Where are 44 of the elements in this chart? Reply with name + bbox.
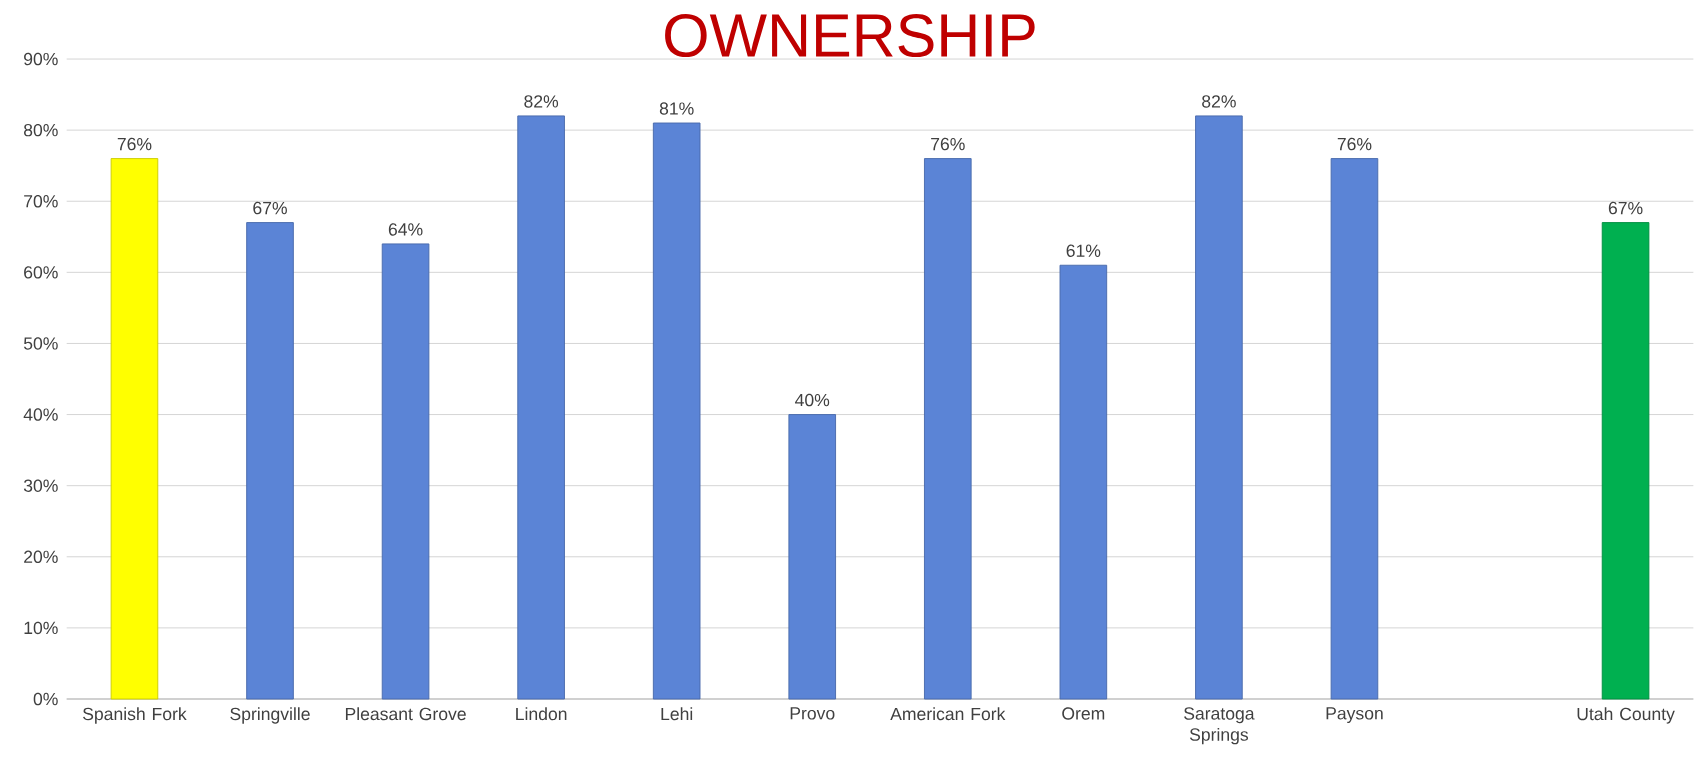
data-label: 40%: [795, 393, 830, 407]
data-label: 82%: [524, 95, 559, 108]
data-label: 82%: [1202, 95, 1236, 108]
bar: [788, 414, 837, 700]
y-tick-label: 10%: [24, 621, 58, 635]
bar: [517, 115, 565, 700]
data-label: 76%: [931, 137, 965, 151]
y-tick-label: 0%: [33, 692, 58, 706]
x-tick-label: Lehi: [661, 707, 693, 721]
bar: [246, 222, 294, 700]
y-tick-label: 20%: [24, 550, 58, 564]
y-tick-label: 30%: [23, 479, 58, 492]
data-label: 61%: [1066, 244, 1101, 257]
bar: [652, 122, 701, 700]
bar: [381, 243, 430, 700]
y-tick-label: 80%: [24, 123, 58, 137]
bar: [923, 158, 972, 700]
y-tick-label: 90%: [24, 52, 58, 66]
x-tick-label: Pleasant Grove: [345, 707, 466, 721]
y-tick-label: 60%: [24, 266, 58, 279]
bar: [1195, 115, 1243, 700]
bar: [110, 158, 159, 700]
data-label: 81%: [659, 102, 694, 115]
x-tick-label: American Fork: [890, 707, 1006, 721]
bar: [1330, 158, 1379, 700]
chart-title: OWNERSHIP: [665, 13, 1035, 58]
x-tick-label: Springville: [230, 707, 310, 724]
data-label: 67%: [253, 201, 287, 215]
y-tick-label: 50%: [23, 337, 58, 350]
x-tick-label: Payson: [1326, 707, 1383, 724]
data-label: 67%: [1608, 201, 1643, 215]
bar: [1601, 222, 1650, 700]
bar: [1059, 264, 1108, 700]
data-label: 76%: [117, 137, 152, 151]
data-label: 76%: [1337, 137, 1372, 151]
x-tick-label: Provo: [790, 707, 835, 720]
x-tick-label: Lindon: [516, 707, 567, 721]
x-tick-label: Utah County: [1577, 707, 1675, 724]
x-tick-label: Spanish Fork: [83, 707, 187, 724]
data-label: 64%: [388, 223, 423, 236]
y-tick-label: 70%: [24, 195, 58, 208]
y-tick-label: 40%: [23, 408, 58, 421]
x-tick-label: Orem: [1062, 707, 1105, 720]
x-tick-label: Saratoga Springs: [1184, 707, 1255, 745]
